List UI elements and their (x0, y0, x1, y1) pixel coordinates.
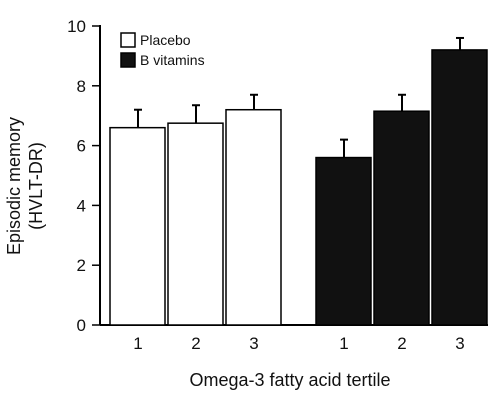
x-tick-label: 3 (455, 334, 464, 353)
bars: 1 2 3 1 2 3 (109, 36, 488, 353)
y-tick-label: 10 (67, 17, 86, 36)
y-tick-label: 0 (77, 316, 86, 335)
legend: Placebo B vitamins (120, 32, 205, 68)
y-axis-title-line-1: Episodic memory (4, 117, 24, 255)
bar-placebo-1 (109, 126, 166, 326)
bar-b-vitamins-1 (315, 156, 372, 326)
x-tick-label: 1 (339, 334, 348, 353)
bar-b-vitamins-3 (431, 49, 488, 326)
y-axis-title: Episodic memory (HVLT-DR) (4, 117, 46, 255)
y-tick-label: 8 (77, 77, 86, 96)
x-tick-label: 1 (133, 334, 142, 353)
bar-placebo-2 (167, 122, 224, 326)
bar-placebo-3 (225, 108, 282, 326)
legend-label: B vitamins (140, 52, 205, 68)
y-tick-label: 4 (77, 196, 86, 215)
x-tick-label: 2 (191, 334, 200, 353)
bar-b-vitamins-2 (373, 110, 430, 326)
y-tick-label: 2 (77, 256, 86, 275)
x-axis-title: Omega-3 fatty acid tertile (189, 370, 390, 390)
x-tick-label: 3 (249, 334, 258, 353)
legend-swatch (120, 32, 136, 48)
legend-label: Placebo (140, 32, 191, 48)
legend-swatch (120, 52, 136, 68)
y-tick-label: 6 (77, 137, 86, 156)
x-tick-label: 2 (397, 334, 406, 353)
y-axis-title-line-2: (HVLT-DR) (26, 142, 46, 230)
